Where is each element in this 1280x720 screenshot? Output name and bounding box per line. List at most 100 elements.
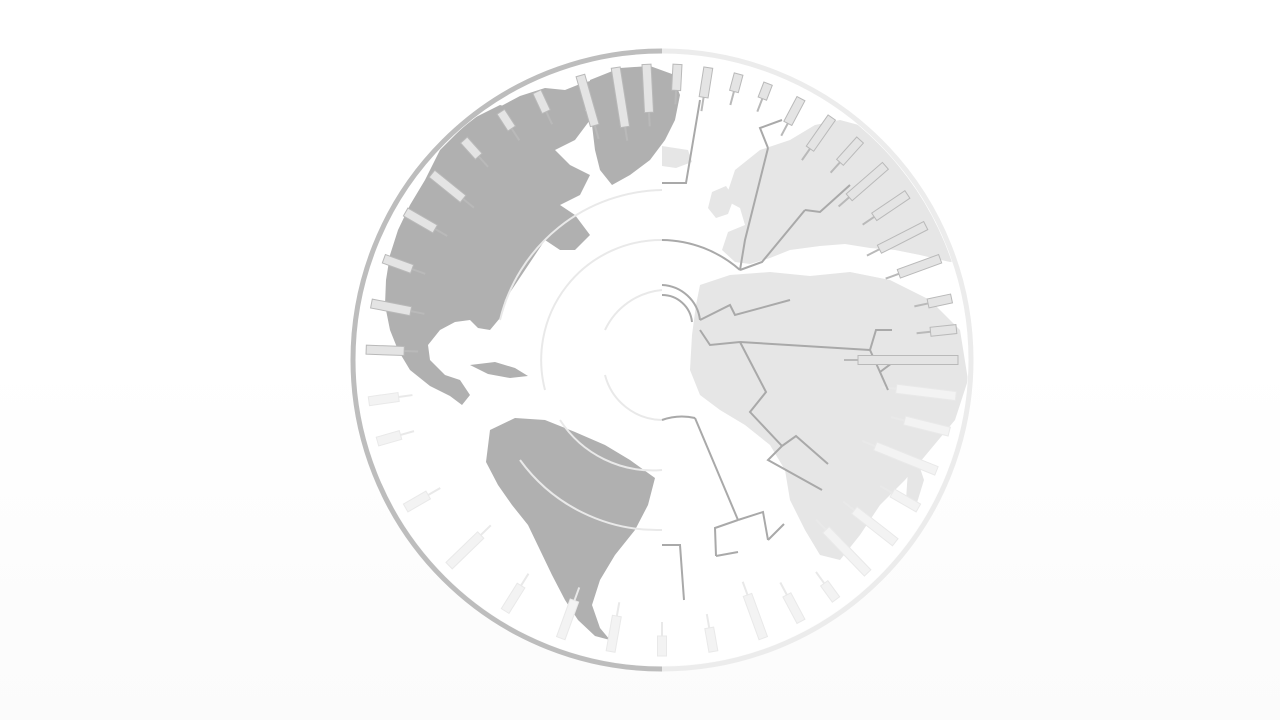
leaf-stem — [882, 386, 897, 390]
leaf-bar — [872, 441, 939, 476]
globe-rim-left — [350, 48, 662, 672]
leaf-bar — [704, 626, 719, 653]
leaf-bar — [367, 391, 400, 407]
leaf-stem — [837, 196, 850, 208]
leaf-bar — [782, 592, 806, 625]
leaf-stem — [462, 198, 475, 209]
leaf-stem — [861, 439, 876, 448]
leaf-stem — [842, 500, 855, 512]
faded-branch-arc — [604, 289, 663, 331]
leaf-stem — [398, 394, 413, 399]
branch-segment — [713, 519, 739, 557]
leaf-bar — [889, 488, 922, 513]
leaf-bar — [428, 169, 467, 204]
branch-segment — [699, 329, 741, 347]
leaf-bar — [821, 525, 872, 577]
leaf-stem — [400, 430, 415, 436]
leaf-bar — [895, 383, 957, 402]
active-tree-branches — [661, 99, 897, 601]
faded-branch-arc — [519, 459, 663, 532]
leaf-stem — [480, 524, 492, 536]
leaf-bar — [926, 293, 954, 309]
faded-tree-branches — [499, 189, 663, 532]
leaf-bar — [402, 207, 439, 234]
leaf-stem — [593, 125, 600, 140]
leaf-bar — [641, 63, 655, 114]
leaf-stem — [879, 485, 893, 494]
branch-segment — [739, 341, 783, 447]
branch-segment — [662, 99, 701, 184]
faded-branch-arc — [559, 419, 663, 472]
arctic-islands — [490, 78, 606, 124]
branch-segment — [699, 299, 791, 321]
leaf-stem — [890, 416, 905, 422]
caribbean-islands — [470, 362, 528, 378]
leaf-bar — [671, 63, 683, 92]
leaf-stem — [705, 613, 711, 629]
leaf-bar — [610, 66, 631, 129]
leaf-bar — [835, 136, 865, 167]
branch-segment — [767, 523, 785, 541]
leaf-bar — [381, 253, 415, 274]
leaf-bar — [375, 430, 403, 447]
leaf-stem — [815, 571, 826, 584]
leaf-stem — [510, 127, 521, 141]
branch-segment — [715, 551, 739, 557]
leaf-stem — [573, 587, 581, 601]
leaf-stem — [780, 122, 789, 137]
leaf-stem — [916, 330, 931, 335]
globe-rim — [350, 48, 974, 672]
leaf-bar — [871, 190, 911, 222]
greenland-landmass — [588, 66, 680, 185]
branch-segment — [758, 119, 783, 149]
leaf-stem — [477, 155, 489, 168]
leaf-stem — [801, 148, 811, 161]
leaf-bar — [845, 161, 890, 202]
leaf-bar — [819, 579, 841, 603]
root-branch-arc-inner — [661, 293, 693, 323]
leaf-bar — [657, 635, 667, 657]
leaf-bar — [402, 490, 432, 513]
leaf-stem — [885, 272, 900, 280]
leaf-bar — [555, 598, 580, 641]
leaf-bar — [728, 72, 744, 94]
leaf-bar — [783, 95, 806, 127]
leaf-stem — [741, 581, 749, 596]
leaf-bar — [902, 415, 951, 437]
leaf-bar — [857, 355, 959, 365]
branch-segment — [879, 371, 889, 391]
leaf-stem — [862, 216, 875, 226]
branch-segment — [781, 434, 829, 465]
leaf-bar — [757, 81, 773, 101]
leaf-bar — [876, 220, 929, 254]
active-tree-leaves — [365, 63, 959, 365]
leaf-bar — [575, 73, 600, 128]
leaf-stem — [411, 268, 426, 275]
leaf-stem — [779, 582, 788, 596]
branch-segment — [739, 209, 806, 271]
leaf-bar — [365, 344, 405, 357]
leaf-bar — [605, 614, 622, 653]
leaf-bar — [445, 531, 485, 570]
leaf-stem — [615, 602, 621, 617]
leaf-stem — [520, 573, 530, 587]
leaf-stem — [674, 90, 678, 105]
leaf-stem — [648, 112, 651, 127]
leaf-bar — [532, 89, 551, 115]
branch-segment — [739, 341, 871, 351]
greenland-edge — [662, 146, 692, 168]
leaf-bar — [459, 136, 483, 161]
leaf-bar — [698, 66, 714, 99]
leaf-bar — [929, 324, 958, 337]
leaf-bar — [896, 253, 943, 279]
branch-segment — [869, 329, 892, 351]
faded-branch-arc — [499, 189, 663, 321]
faded-tree-leaves — [367, 383, 957, 657]
branch-segment — [662, 544, 685, 601]
leaf-stem — [866, 248, 880, 257]
leaf-bar — [369, 298, 413, 317]
south-america-landmass — [486, 418, 655, 640]
leaf-bar — [742, 592, 769, 641]
leaf-stem — [700, 97, 705, 112]
